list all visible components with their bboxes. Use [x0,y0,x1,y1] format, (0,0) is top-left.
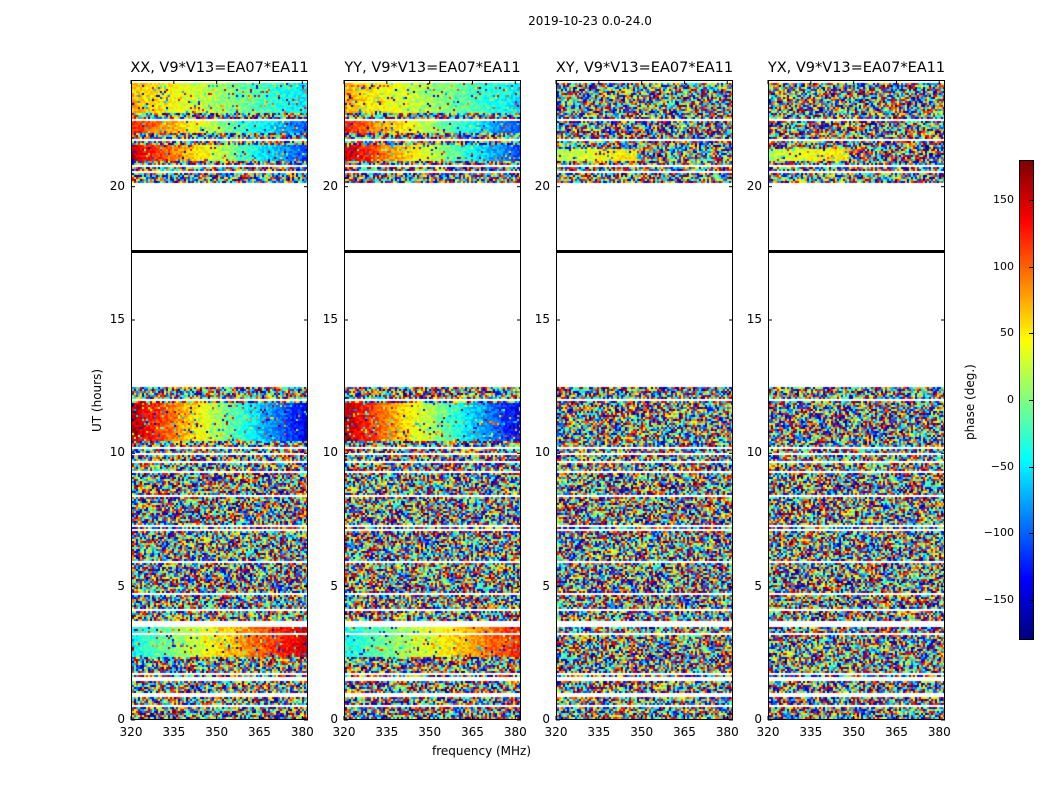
y-axis-label: UT (hours) [90,368,104,432]
heatmap-panel-xy [555,80,733,721]
panel-ticks [130,80,308,721]
x-tick-label: 380 [503,725,527,739]
y-tick-label: 20 [322,178,338,193]
heatmap-panel-xx [130,80,308,721]
colorbar-tick-mark [1029,200,1034,201]
x-tick-label: 335 [799,725,823,739]
heatmap-image-xx [132,81,307,719]
x-tick-label: 350 [418,725,442,739]
y-tick-label: 0 [117,712,125,726]
y-tick-label: 20 [109,178,125,193]
panel-title-xy: XY, V9*V13=EA07*EA11 [555,60,734,76]
y-tick-label: 10 [109,445,125,460]
y-tick-label: 15 [746,312,762,326]
panel-title-xx: XX, V9*V13=EA07*EA11 [130,60,309,76]
colorbar-label: phase (deg.) [963,364,977,440]
colorbar-tick-label: 50 [1000,326,1014,339]
x-tick-label: 380 [290,725,314,739]
panel-ticks [767,80,945,721]
marker-line [769,249,944,253]
colorbar-tick-mark [1029,467,1034,468]
x-tick-label: 365 [248,725,271,739]
x-tick-label: 380 [927,725,951,739]
figure-suptitle: 2019-10-23 0.0-24.0 [528,14,652,28]
colorbar-tick-label: −100 [983,526,1014,539]
y-tick-label: 5 [542,578,550,593]
marker-line [557,249,732,253]
x-tick-label: 350 [630,725,654,739]
x-tick-label: 380 [715,725,739,739]
marker-line [345,249,520,253]
x-tick-label: 350 [205,725,229,739]
colorbar-tick-label: 0 [1007,393,1014,406]
x-tick-label: 320 [332,725,356,739]
y-tick-label: 10 [322,445,338,460]
y-tick-label: 15 [534,312,550,326]
x-tick-label: 335 [162,725,186,739]
y-tick-label: 15 [322,312,338,326]
x-tick-label: 365 [461,725,484,739]
colorbar-tick-mark [1029,400,1034,401]
colorbar-tick-mark [1029,267,1034,268]
colorbar-tick-mark [1029,333,1034,334]
panel-ticks [555,80,733,721]
x-tick-label: 365 [673,725,696,739]
x-tick-label: 335 [375,725,399,739]
colorbar-tick-label: −50 [990,460,1014,473]
y-tick-label: 20 [534,178,550,193]
panel-title-yy: YY, V9*V13=EA07*EA11 [344,60,521,76]
y-tick-label: 5 [117,578,125,593]
heatmap-panel-yx [767,80,945,721]
x-tick-label: 320 [119,725,143,739]
colorbar-gradient [1020,161,1033,639]
y-tick-label: 10 [534,445,550,460]
panel-title-yx: YX, V9*V13=EA07*EA11 [767,60,946,76]
y-tick-label: 5 [330,578,338,593]
y-tick-label: 15 [109,312,125,326]
x-tick-label: 335 [587,725,611,739]
colorbar-tick-label: 150 [993,193,1014,206]
y-tick-label: 5 [754,578,762,593]
panel-ticks [343,80,521,721]
x-tick-label: 320 [544,725,568,739]
heatmap-panel-yy [343,80,521,721]
y-tick-label: 0 [754,712,762,726]
x-axis-label: frequency (MHz) [432,744,532,758]
x-tick-label: 320 [756,725,780,739]
x-tick-label: 365 [885,725,908,739]
y-tick-label: 0 [542,712,550,726]
marker-line [132,249,307,253]
heatmap-image-yx [769,81,944,719]
heatmap-image-xy [557,81,732,719]
colorbar-tick-mark [1029,600,1034,601]
y-tick-label: 20 [746,178,762,193]
colorbar-tick-label: 100 [993,260,1014,273]
colorbar-tick-label: −150 [983,593,1014,606]
x-tick-label: 350 [842,725,866,739]
y-tick-label: 0 [330,712,338,726]
heatmap-image-yy [345,81,520,719]
y-tick-label: 10 [746,445,762,460]
colorbar-tick-mark [1029,533,1034,534]
